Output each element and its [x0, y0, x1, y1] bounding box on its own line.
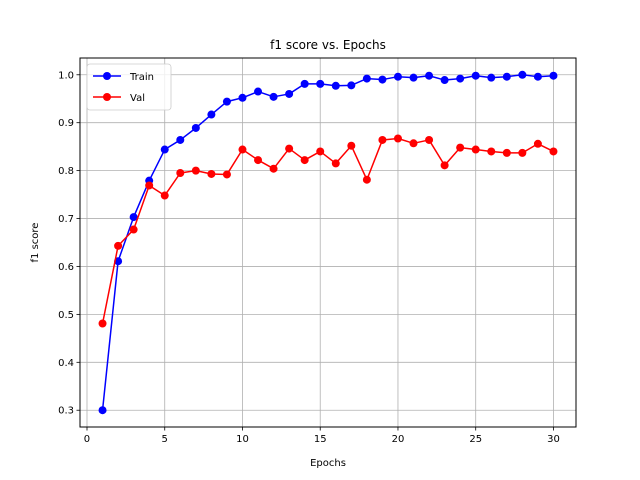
data-point-val	[533, 139, 542, 148]
data-point-val	[160, 191, 169, 200]
data-point-train	[98, 406, 107, 415]
ticks: 0 5 10 15 20 25 30 0.3 0.4 0.5 0.6 0.7 0.8 0.9 1.0	[58, 70, 560, 445]
data-point-train	[269, 92, 278, 101]
data-point-val	[471, 145, 480, 154]
data-point-train	[176, 135, 185, 144]
data-point-val	[191, 166, 200, 175]
data-point-train	[129, 213, 138, 222]
legend-label-train: Train	[129, 72, 154, 83]
data-point-train	[238, 93, 247, 102]
legend-marker-train	[103, 72, 111, 80]
y-tick-label: 0.5	[58, 310, 74, 321]
legend: Train Val	[86, 63, 172, 111]
data-point-train	[285, 89, 294, 98]
y-tick-label: 0.8	[58, 166, 74, 177]
data-point-val	[425, 135, 434, 144]
data-point-val	[114, 241, 123, 250]
data-point-train	[331, 81, 340, 90]
data-point-train	[222, 97, 231, 106]
data-point-val	[98, 319, 107, 328]
plot-frame	[79, 57, 577, 428]
series-layer	[98, 70, 558, 415]
y-tick-label: 0.6	[58, 262, 74, 273]
data-point-train	[440, 76, 449, 85]
series-train	[98, 70, 558, 415]
data-point-val	[518, 148, 527, 157]
data-point-train	[347, 81, 356, 90]
x-tick-label: 10	[236, 434, 249, 445]
data-point-val	[207, 169, 216, 178]
data-point-train	[316, 79, 325, 88]
x-tick-label: 5	[162, 434, 168, 445]
data-point-val	[285, 144, 294, 153]
x-tick-label: 15	[314, 434, 327, 445]
data-point-val	[300, 156, 309, 165]
legend-marker-val	[103, 93, 111, 101]
data-point-val	[222, 170, 231, 179]
data-point-train	[425, 71, 434, 80]
x-tick-label: 0	[84, 434, 90, 445]
legend-box	[86, 63, 172, 111]
data-point-val	[378, 135, 387, 144]
data-point-val	[176, 169, 185, 178]
data-point-train	[409, 73, 418, 82]
y-tick-label: 0.4	[58, 358, 74, 369]
data-point-train	[456, 74, 465, 83]
y-tick-label: 0.3	[58, 406, 74, 417]
y-tick-label: 1.0	[58, 70, 74, 81]
data-point-train	[207, 110, 216, 119]
data-point-train	[378, 75, 387, 84]
y-axis-label: f1 score	[30, 223, 41, 263]
grid	[80, 58, 576, 427]
data-point-train	[471, 71, 480, 80]
data-point-val	[502, 148, 511, 157]
data-point-val	[440, 161, 449, 170]
data-point-val	[393, 134, 402, 143]
data-point-val	[456, 143, 465, 152]
data-point-val	[409, 139, 418, 148]
data-point-val	[347, 141, 356, 150]
data-point-val	[269, 164, 278, 173]
y-tick-label: 0.9	[58, 118, 74, 129]
data-point-val	[238, 145, 247, 154]
x-tick-label: 30	[547, 434, 560, 445]
data-point-train	[300, 79, 309, 88]
data-point-train	[502, 72, 511, 81]
series-val	[98, 134, 558, 328]
data-point-val	[254, 156, 263, 165]
data-point-val	[145, 181, 154, 190]
data-point-val	[331, 159, 340, 168]
chart-title: f1 score vs. Epochs	[270, 38, 386, 52]
legend-label-val: Val	[130, 93, 145, 104]
data-point-train	[487, 73, 496, 82]
x-tick-label: 25	[469, 434, 482, 445]
data-point-train	[549, 71, 558, 80]
data-point-train	[393, 72, 402, 81]
x-axis-label: Epochs	[310, 458, 346, 469]
data-point-val	[316, 147, 325, 156]
data-point-train	[518, 70, 527, 79]
data-point-train	[191, 123, 200, 132]
data-point-train	[160, 145, 169, 154]
y-tick-label: 0.7	[58, 214, 74, 225]
x-tick-label: 20	[392, 434, 405, 445]
data-point-val	[487, 147, 496, 156]
data-point-val	[129, 225, 138, 234]
data-point-train	[533, 72, 542, 81]
data-point-val	[362, 175, 371, 184]
data-point-train	[254, 87, 263, 96]
data-point-val	[549, 147, 558, 156]
data-point-train	[362, 74, 371, 83]
